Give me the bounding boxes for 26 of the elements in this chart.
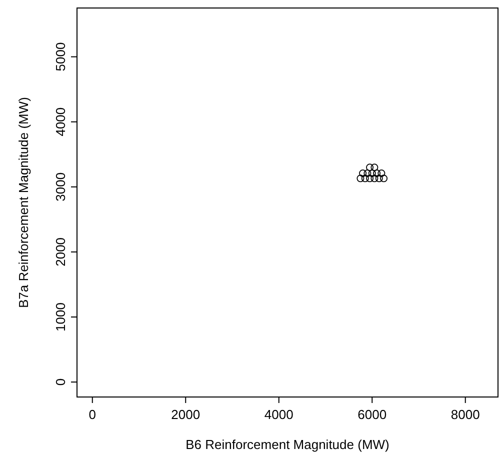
x-tick-label: 2000 — [171, 407, 200, 422]
y-tick-label: 1000 — [53, 302, 68, 332]
point — [368, 169, 376, 177]
y-axis-title: B7a Reinforcement Magnitude (MW) — [16, 97, 31, 308]
x-tick-label: 0 — [88, 407, 96, 422]
point — [370, 164, 378, 172]
point — [378, 169, 386, 177]
y-tick-label: 4000 — [53, 107, 68, 136]
point — [366, 164, 374, 172]
point — [370, 174, 378, 182]
point — [373, 169, 381, 177]
y-tick-label: 5000 — [53, 42, 68, 72]
x-tick-label: 6000 — [358, 407, 387, 422]
point — [364, 169, 372, 177]
point — [375, 174, 383, 182]
x-tick-label: 4000 — [264, 407, 294, 422]
x-axis-title: B6 Reinforcement Magnitude (MW) — [186, 437, 390, 452]
y-tick-label: 0 — [53, 378, 68, 386]
point — [356, 174, 364, 182]
point — [361, 174, 369, 182]
point — [366, 174, 374, 182]
x-tick-label: 8000 — [450, 407, 480, 422]
point — [359, 169, 367, 177]
y-tick-label: 2000 — [53, 237, 68, 266]
y-tick-label: 3000 — [53, 172, 68, 202]
point — [380, 174, 388, 182]
